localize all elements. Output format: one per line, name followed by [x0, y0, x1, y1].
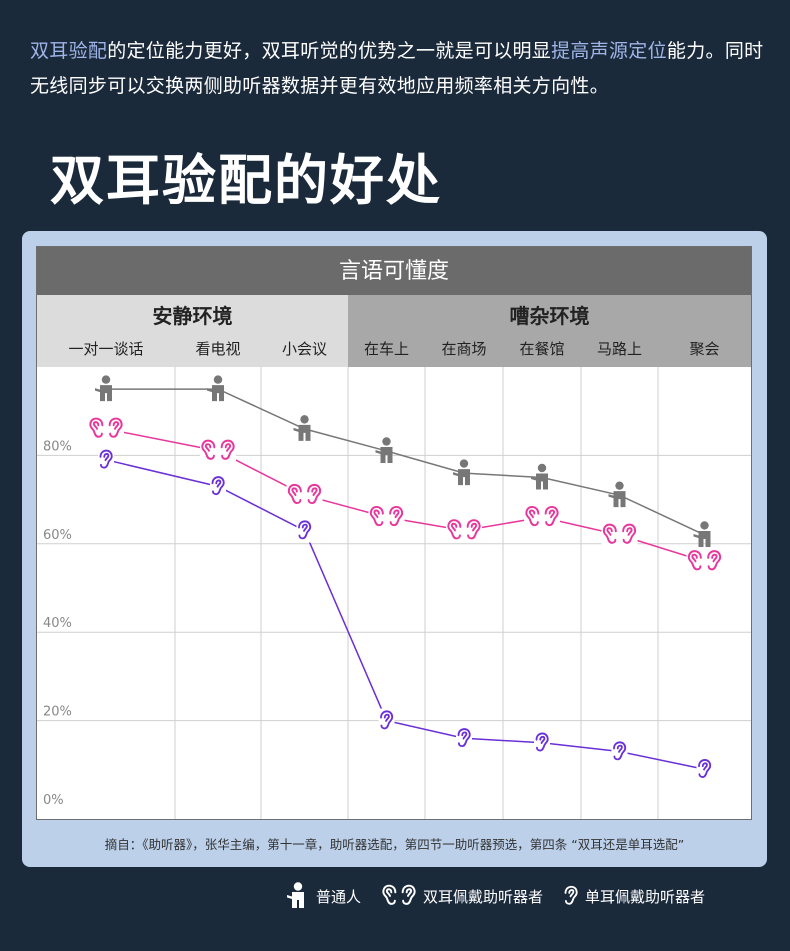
marker-backdrop: [686, 549, 723, 574]
legend-monaural: 单耳佩戴助听器者: [563, 883, 705, 909]
person-icon: [608, 481, 626, 508]
category-label: 聚会: [689, 340, 719, 358]
person-icon: [207, 375, 224, 402]
category-label: 马路上: [597, 340, 642, 358]
group-label-noisy: 嘈杂环境: [510, 304, 590, 328]
noisy-group-header: [348, 295, 751, 367]
two-ears-icon: [686, 549, 723, 574]
legend-monaural-label: 单耳佩戴助听器者: [585, 887, 706, 906]
single-ear-icon: [210, 474, 226, 499]
single-ear-icon: [696, 757, 713, 782]
person-icon: [453, 459, 470, 486]
category-label: 小会议: [282, 340, 327, 358]
person-icon: [375, 437, 393, 463]
single-ear-icon: [456, 726, 472, 751]
single-ear-icon: [611, 739, 628, 764]
y-tick-label: 60%: [43, 528, 72, 543]
person-icon: [693, 521, 711, 547]
legend-normal: 普通人: [286, 882, 361, 910]
single-ear-icon: [564, 885, 578, 905]
y-tick-label: 40%: [43, 616, 72, 631]
y-tick-label: 0%: [43, 793, 64, 808]
single-ear-icon: [296, 518, 313, 543]
chart-frame: 言语可懂度安静环境 嘈杂环境一对一谈话 看电视 小会议 在车上 在商场 在餐馆 马路上 聚会 0%…: [36, 246, 752, 820]
source-citation: 摘自：《助听器》，张华主编，第十一章，助听器选配，第四节一助听器预选，第四条 “…: [104, 837, 685, 852]
y-tick-label: 80%: [43, 439, 72, 454]
marker-backdrop: [88, 416, 124, 441]
two-ears-icon: [88, 416, 124, 441]
person-icon: [293, 415, 311, 441]
legend-normal-label: 普通人: [316, 887, 362, 906]
two-ears-icon: [286, 483, 323, 508]
single-ear-icon: [534, 730, 550, 755]
category-label: 在车上: [364, 340, 409, 358]
chart-title-bar: [37, 247, 751, 295]
single-ear-icon: [378, 708, 395, 733]
page-headline: 双耳验配的好处: [50, 149, 442, 212]
person-icon: [95, 375, 112, 402]
category-label: 在商场: [441, 340, 486, 358]
category-label: 一对一谈话: [68, 340, 143, 358]
marker-backdrop: [368, 505, 405, 530]
chart-legend: 普通人 双耳佩戴助听器者 单耳佩戴助听器者: [286, 879, 725, 913]
group-label-quiet: 安静环境: [153, 304, 233, 328]
y-tick-label: 20%: [43, 705, 72, 720]
marker-backdrop: [601, 522, 638, 547]
intro-text-1: 的定位能力更好，双耳听觉的优势之一就是可以明显: [107, 40, 552, 62]
intro-highlight-localization: 提高声源定位: [551, 40, 667, 62]
chart-title: 言语可懂度: [339, 259, 449, 284]
legend-binaural-label: 双耳佩戴助听器者: [423, 887, 544, 906]
quiet-group-header: [37, 295, 348, 367]
two-ears-icon: [200, 438, 236, 463]
two-ears-icon: [601, 522, 638, 547]
two-ears-icon: [524, 505, 560, 530]
legend-binaural: 双耳佩戴助听器者: [381, 882, 543, 910]
marker-backdrop: [446, 518, 482, 543]
single-ear-icon: [98, 447, 114, 472]
marker-backdrop: [524, 505, 560, 530]
marker-backdrop: [286, 483, 323, 508]
intro-text-2: 能力。同时无线同步可以交换两侧助听器数据并更有效地应用频率相关方向性。: [30, 40, 764, 97]
category-label: 在餐馆: [519, 340, 564, 358]
series-line-1: [106, 388, 705, 536]
marker-backdrop: [200, 438, 236, 463]
category-label: 看电视: [195, 340, 240, 358]
person-icon: [287, 882, 304, 908]
two-ears-icon: [382, 884, 416, 905]
two-ears-icon: [446, 518, 482, 543]
intro-paragraph: 双耳验配的定位能力更好，双耳听觉的优势之一就是可以明显提高声源定位能力。同时无线…: [30, 34, 765, 104]
two-ears-icon: [368, 505, 405, 530]
intro-highlight-binaural: 双耳验配: [30, 40, 108, 62]
series-line-3: [105, 459, 705, 770]
